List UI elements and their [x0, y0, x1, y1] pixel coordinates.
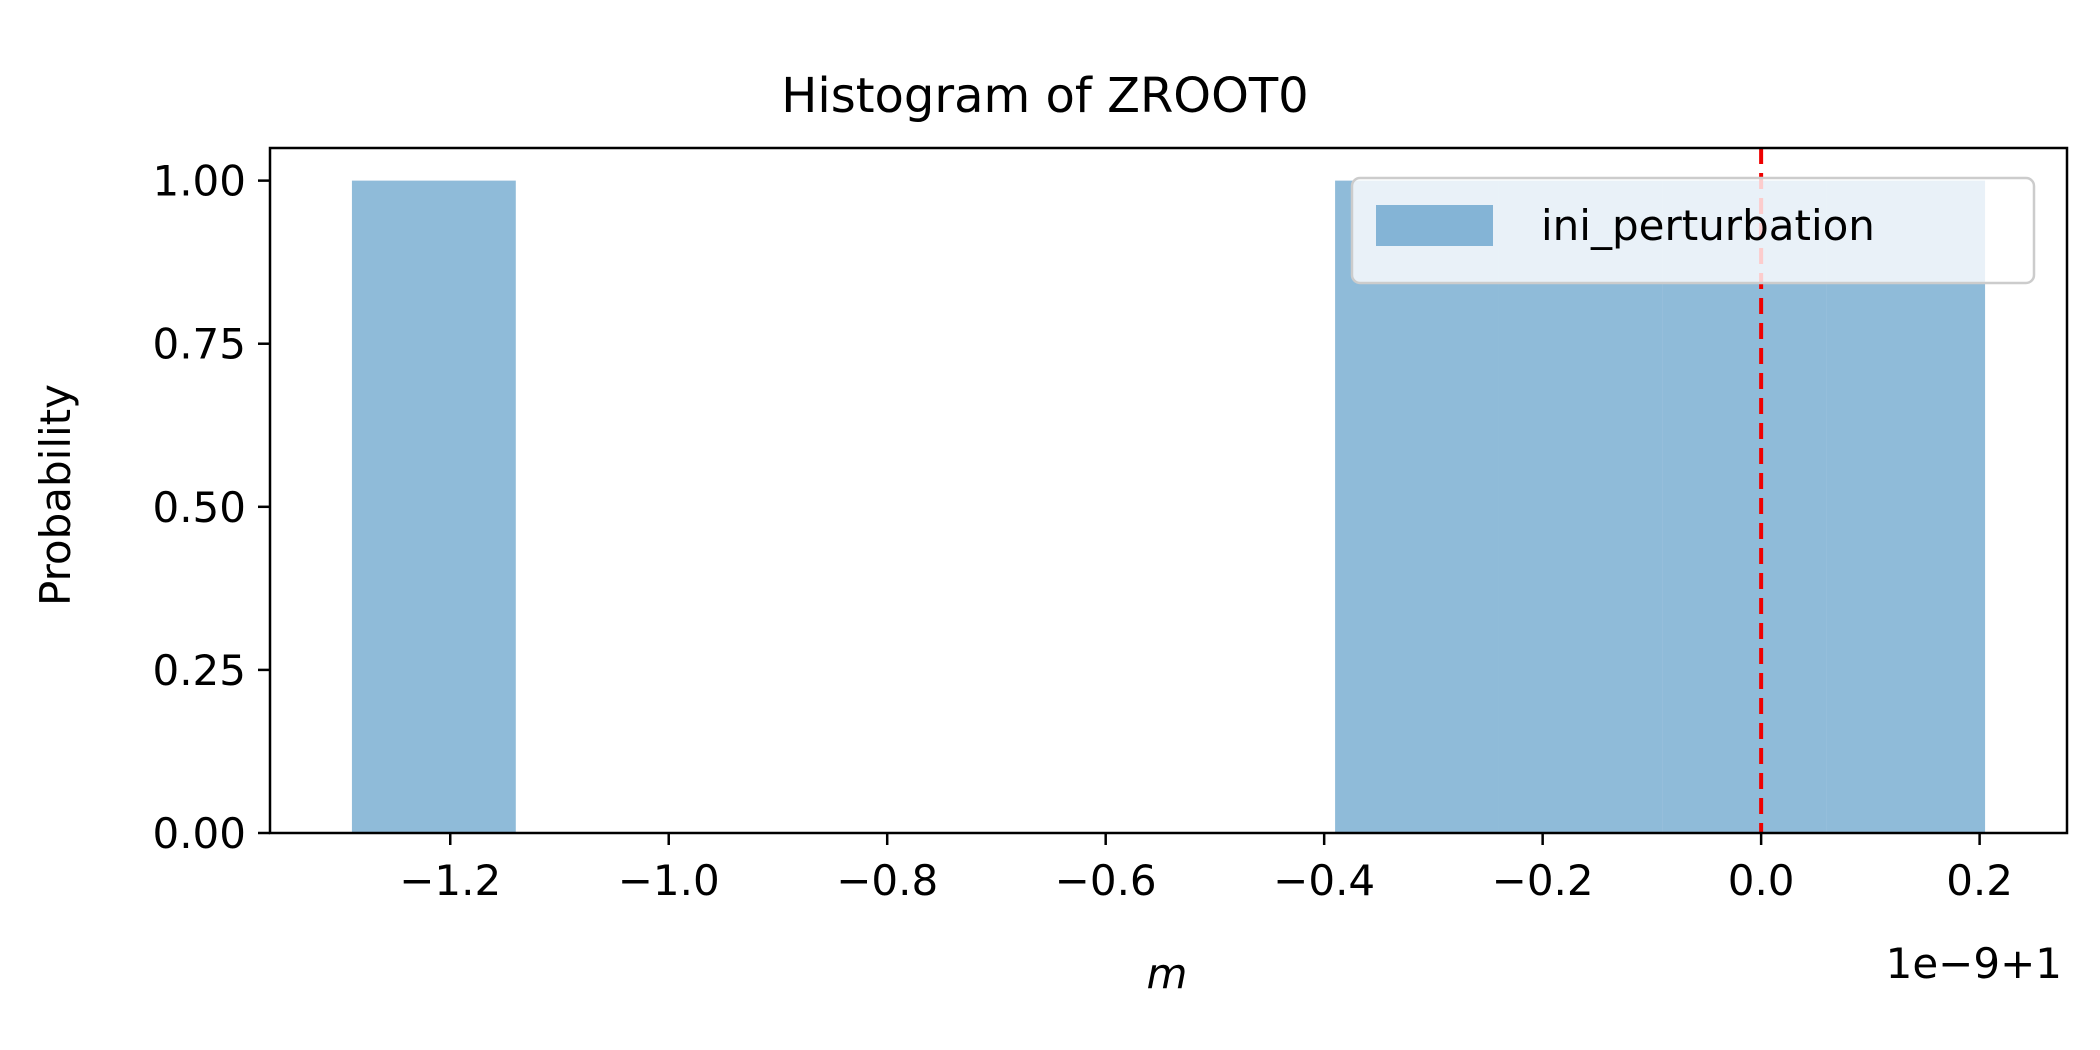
y-tick-label: 0.75: [152, 320, 246, 369]
x-axis-ticks: −1.2 −1.0 −0.8 −0.6 −0.4 −0.2 0.0 0.2: [399, 833, 2013, 905]
chart-title: Histogram of ZROOT0: [781, 68, 1308, 124]
histogram-bar: [1826, 180, 1986, 834]
y-axis-label: Probability: [31, 384, 80, 606]
x-tick-label: 0.0: [1728, 856, 1795, 905]
histogram-bar: [1662, 180, 1827, 834]
legend-label: ini_perturbation: [1541, 201, 1875, 250]
histogram-bar: [1335, 180, 1499, 834]
x-tick-label: −0.2: [1492, 856, 1594, 905]
y-tick-label: 0.00: [152, 809, 246, 858]
legend-box: [1350, 176, 2036, 285]
x-axis-offset-label: 1e−9+1: [1886, 939, 2062, 988]
x-tick-label: −0.6: [1055, 856, 1157, 905]
y-tick-label: 0.25: [152, 646, 246, 695]
y-tick-label: 1.00: [152, 157, 246, 206]
x-tick-label: −1.0: [618, 856, 720, 905]
x-tick-label: −0.8: [836, 856, 938, 905]
x-tick-label: 0.2: [1946, 856, 2013, 905]
histogram-bars: [351, 180, 1986, 834]
x-tick-label: −0.4: [1273, 856, 1375, 905]
histogram-bar: [351, 180, 516, 834]
histogram-bar: [1498, 180, 1663, 834]
x-tick-label: −1.2: [399, 856, 501, 905]
x-axis-label: m: [1147, 949, 1188, 998]
y-tick-label: 0.50: [152, 483, 246, 532]
legend: ini_perturbation: [1350, 176, 2036, 285]
y-axis-ticks: 0.00 0.25 0.50 0.75 1.00: [152, 157, 270, 858]
legend-swatch: [1376, 205, 1493, 246]
plot-frame: [268, 146, 2069, 835]
